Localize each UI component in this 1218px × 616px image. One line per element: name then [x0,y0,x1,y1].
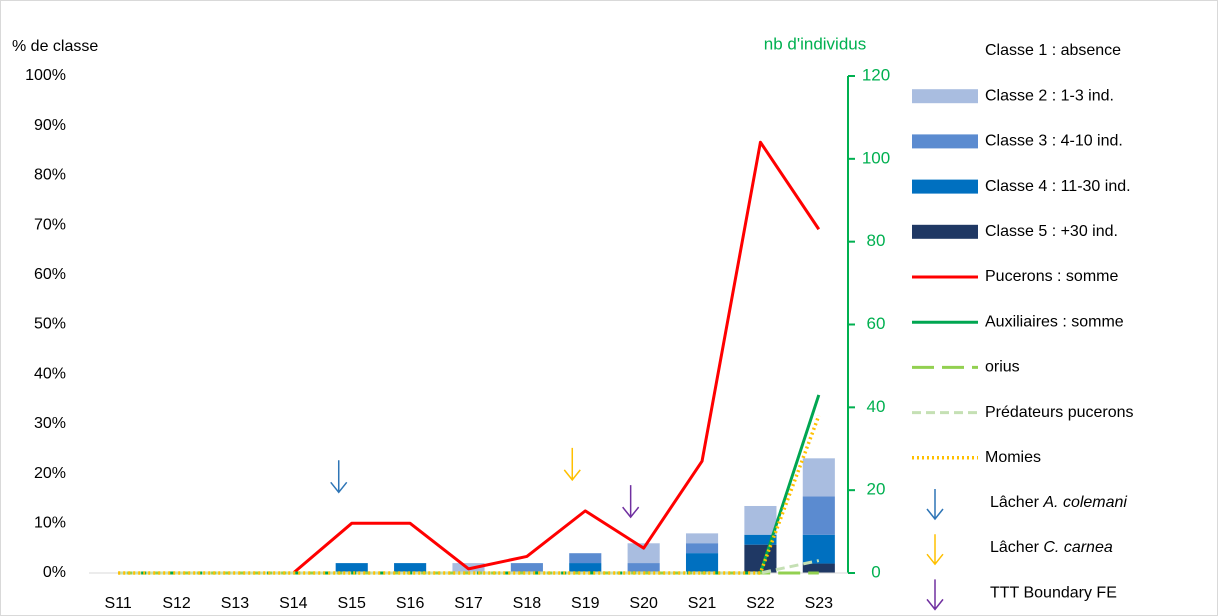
bar-segment [685,76,719,534]
y2-axis-title: nb d'individus [764,34,866,53]
legend-arrow [926,534,944,566]
bar-segment [627,543,660,564]
y-tick-label: 50% [34,316,66,333]
bar-segment [802,563,835,573]
bar-segment [569,563,602,573]
x-tick-label: S20 [629,595,658,612]
y-tick-label: 70% [34,216,66,233]
x-tick-label: S18 [513,595,542,612]
x-tick-label: S17 [454,595,483,612]
y2-tick-label: 100 [862,148,890,167]
y2-tick-label: 60 [867,314,886,333]
bar-segment [510,76,543,564]
legend-swatch [912,89,978,104]
x-tick-label: S22 [746,595,775,612]
x-tick-label: S12 [162,595,191,612]
bar-segment [744,505,777,535]
legend-label: Pucerons : somme [985,268,1118,285]
legend-label: Prédateurs pucerons [985,404,1134,421]
legend-label-italic: C. carnea [1043,539,1112,556]
y2-tick-label: 120 [862,65,890,84]
bar-segment [685,543,719,554]
bar-segment [802,76,835,459]
y2-tick-label: 20 [867,480,886,499]
y2-tick-label: 80 [867,231,886,250]
y-axis-title: % de classe [12,38,98,55]
bar-segment [744,76,777,506]
bar-segment [569,76,602,554]
y2-tick-label: 0 [871,562,880,581]
y2-tick-label: 40 [867,397,886,416]
legend-swatch [912,44,978,58]
y-tick-label: 60% [34,266,66,283]
y-tick-label: 90% [34,117,66,134]
legend-label-text: Lâcher [990,494,1040,511]
legend-label: orius [985,359,1020,376]
bar-segment [685,533,719,544]
event-arrow [563,447,581,482]
bar-segment [569,553,602,564]
legend-swatch [912,134,978,149]
bar-segment [335,563,368,573]
legend-label: Classe 2 : 1-3 ind. [985,87,1114,104]
y-tick-label: 100% [25,67,66,84]
y-tick-label: 0% [43,564,66,581]
bar-segment [802,534,835,564]
x-tick-label: S21 [688,595,717,612]
bar-segment [627,563,660,573]
event-arrow [622,485,640,519]
x-tick-label: S14 [279,595,308,612]
y-tick-label: 40% [34,365,66,382]
legend-label: Momies [985,449,1041,466]
bar-segment [452,76,485,564]
x-tick-label: S16 [396,595,425,612]
bar-segment [335,76,368,564]
legend-label: Classe 5 : +30 ind. [985,223,1118,240]
bar-segment [685,553,719,573]
legend-label: Auxiliaires : somme [985,313,1124,330]
bar-segment [277,76,310,573]
x-tick-label: S11 [105,595,132,612]
legend-label: Lâcher C. carnea [990,539,1113,556]
y-tick-label: 20% [34,465,66,482]
legend-label: Classe 1 : absence [985,42,1121,59]
x-tick-label: S23 [805,595,834,612]
legend-swatch [912,224,978,239]
x-tick-label: S15 [337,595,366,612]
bar-segment [627,76,660,544]
bar-segment [802,458,835,497]
legend-arrow [926,489,944,521]
bar-segment [744,534,777,545]
legend-label-text: Lâcher [990,539,1040,556]
bar-segment [102,76,135,573]
legend-label: Classe 4 : 11-30 ind. [985,178,1131,195]
legend-label: Classe 3 : 4-10 ind. [985,133,1123,150]
y-tick-label: 80% [34,167,66,184]
event-arrow [330,460,348,494]
bar-segment [160,76,193,573]
legend-label-text: TTT Boundary FE [990,585,1117,602]
legend-label: Lâcher A. colemani [990,494,1127,511]
bar-segment [510,563,543,573]
bar-segment [394,76,427,564]
y-tick-label: 30% [34,415,66,432]
bar-segment [218,76,252,573]
legend-label: TTT Boundary FE [990,585,1117,602]
x-tick-label: S19 [571,595,600,612]
y-tick-label: 10% [34,515,66,532]
legend-label-italic: A. colemani [1042,494,1127,511]
bar-segment [802,496,835,535]
line-series [118,415,821,575]
bar-segment [394,563,427,573]
x-tick-label: S13 [221,595,250,612]
legend-swatch [912,179,978,194]
legend-arrow [926,579,944,611]
